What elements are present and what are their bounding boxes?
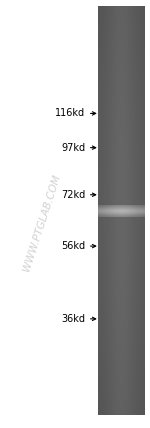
Text: 72kd: 72kd <box>61 190 86 200</box>
Text: 116kd: 116kd <box>55 108 86 119</box>
Text: 56kd: 56kd <box>61 241 85 251</box>
Text: 97kd: 97kd <box>61 143 85 153</box>
Text: WWW.PTGLAB.COM: WWW.PTGLAB.COM <box>22 173 62 272</box>
Text: 36kd: 36kd <box>61 314 85 324</box>
